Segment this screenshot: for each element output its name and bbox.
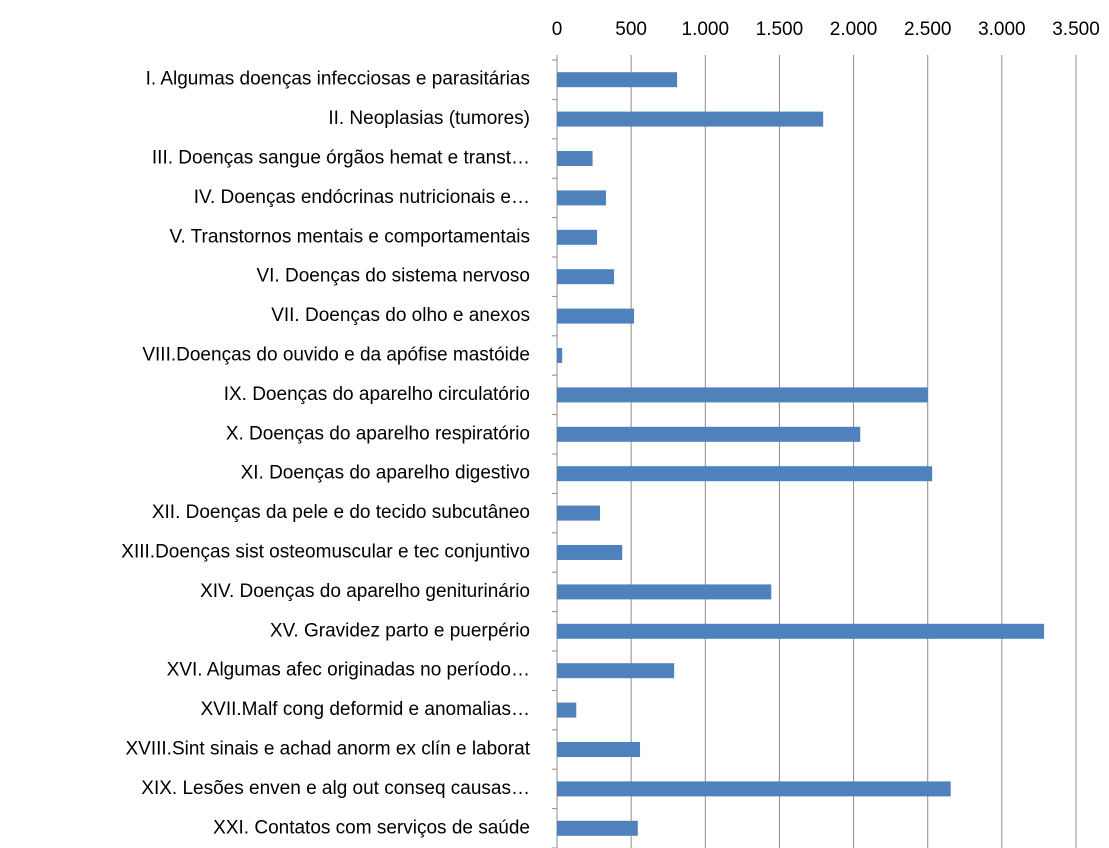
bar	[557, 584, 772, 600]
bar	[557, 72, 678, 88]
y-tick-label: XV. Gravidez parto e puerpério	[270, 620, 530, 641]
y-tick-label: XVIII.Sint sinais e achad anorm ex clín …	[126, 739, 531, 760]
bar	[557, 820, 638, 836]
x-tick-label: 0	[552, 19, 563, 40]
bar	[557, 781, 951, 797]
y-tick-label: XI. Doenças do aparelho digestivo	[241, 463, 530, 484]
bar	[557, 151, 593, 166]
bar	[557, 466, 933, 482]
x-tick-label: 2.000	[830, 19, 878, 40]
bar	[557, 387, 928, 403]
bar	[557, 663, 675, 679]
y-tick-label: XVI. Algumas afec originadas no período…	[167, 660, 530, 681]
x-tick-label: 3.000	[978, 19, 1026, 40]
y-tick-label: VIII.Doenças do ouvido e da apófise mast…	[142, 345, 530, 366]
bar	[557, 348, 563, 363]
y-tick-label: II. Neoplasias (tumores)	[328, 108, 530, 129]
bar	[557, 623, 1045, 639]
y-tick-label: IV. Doenças endócrinas nutricionais e…	[194, 187, 530, 208]
bar	[557, 308, 635, 324]
bar	[557, 111, 824, 127]
y-tick-label: X. Doenças do aparelho respiratório	[226, 423, 530, 444]
x-tick-label: 1.500	[756, 19, 804, 40]
y-tick-label: XII. Doenças da pele e do tecido subcutâ…	[152, 502, 530, 523]
bar	[557, 229, 598, 245]
y-tick-label: VI. Doenças do sistema nervoso	[256, 266, 530, 287]
y-tick-label: XIII.Doenças sist osteomuscular e tec co…	[121, 542, 530, 563]
y-tick-label: XIV. Doenças do aparelho geniturinário	[200, 581, 530, 602]
bar	[557, 742, 641, 757]
x-tick-label: 3.500	[1052, 19, 1100, 40]
y-tick-label: VII. Doenças do olho e anexos	[271, 305, 530, 326]
y-tick-label: V. Transtornos mentais e comportamentais	[170, 226, 530, 247]
x-tick-label: 2.500	[904, 19, 952, 40]
x-tick-label: 500	[615, 19, 647, 40]
y-tick-label: III. Doenças sangue órgãos hemat e trans…	[152, 148, 530, 169]
bar	[557, 190, 606, 206]
bar	[557, 426, 861, 442]
y-tick-label: XVII.Malf cong deformid e anomalias…	[201, 699, 531, 720]
y-tick-label: XIX. Lesões enven e alg out conseq causa…	[141, 778, 530, 799]
y-tick-label: XXI. Contatos com serviços de saúde	[213, 817, 530, 838]
x-tick-label: 1.000	[682, 19, 730, 40]
bar	[557, 269, 615, 285]
bar	[557, 505, 601, 521]
y-tick-label: IX. Doenças do aparelho circulatório	[224, 384, 530, 405]
y-tick-label: I. Algumas doenças infecciosas e parasit…	[146, 69, 530, 90]
bar	[557, 702, 577, 718]
bar	[557, 545, 623, 560]
